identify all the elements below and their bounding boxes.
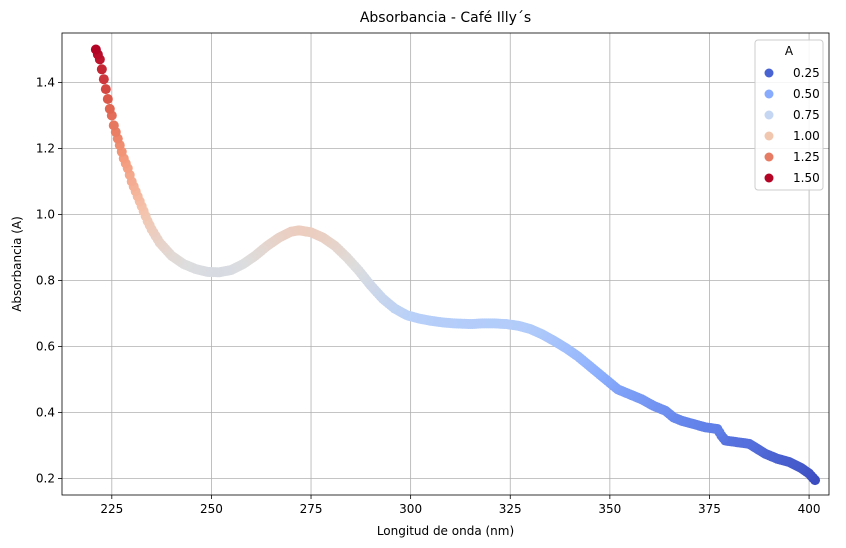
legend-label: 1.25 xyxy=(793,150,820,164)
data-point xyxy=(102,94,113,104)
legend-marker xyxy=(764,89,774,99)
legend-label: 0.50 xyxy=(793,87,820,101)
legend-label: 0.75 xyxy=(793,108,820,122)
chart-title: Absorbancia - Café Illy´s xyxy=(360,10,531,26)
legend-marker xyxy=(764,152,774,162)
legend-label: 1.00 xyxy=(793,129,820,143)
data-point xyxy=(100,84,111,95)
x-tick-label: 250 xyxy=(200,502,223,516)
x-axis-label: Longitud de onda (nm) xyxy=(377,524,514,538)
x-tick-label: 350 xyxy=(598,502,621,516)
data-point xyxy=(90,44,101,55)
legend-marker xyxy=(764,173,774,183)
y-tick-label: 1.0 xyxy=(36,208,55,222)
scatter-points xyxy=(90,44,821,486)
y-tick-label: 1.2 xyxy=(36,142,55,156)
legend-box xyxy=(754,39,824,191)
axis-ticks: 225 250 275 300 325 350 375 400 0.2 0.4 0.6 0.8 1.0 1… xyxy=(36,76,821,517)
x-tick-label: 325 xyxy=(499,502,522,516)
x-tick-label: 375 xyxy=(698,502,721,516)
y-tick-label: 0.8 xyxy=(36,274,55,288)
x-tick-label: 275 xyxy=(300,502,323,516)
y-axis-label: Absorbancia (A) xyxy=(10,216,24,312)
legend-label: 0.25 xyxy=(793,66,820,80)
data-point xyxy=(108,120,119,131)
x-tick-label: 300 xyxy=(399,502,422,516)
x-tick-label: 225 xyxy=(100,502,123,516)
legend-title: A xyxy=(785,44,794,58)
legend-marker xyxy=(764,110,774,120)
data-point xyxy=(96,64,107,75)
data-point xyxy=(98,74,109,85)
legend-label: 1.50 xyxy=(793,171,820,185)
x-tick-label: 400 xyxy=(798,502,821,516)
y-tick-label: 0.6 xyxy=(36,340,55,354)
legend: A 0.25 0.50 0.75 1.00 1.25 1.50 xyxy=(754,39,824,191)
legend-marker xyxy=(764,68,774,78)
legend-marker xyxy=(764,131,774,141)
y-tick-label: 0.4 xyxy=(36,406,55,420)
y-tick-label: 0.2 xyxy=(36,472,55,486)
y-tick-label: 1.4 xyxy=(36,76,55,90)
data-point xyxy=(104,103,115,114)
plot-frame xyxy=(61,32,830,496)
